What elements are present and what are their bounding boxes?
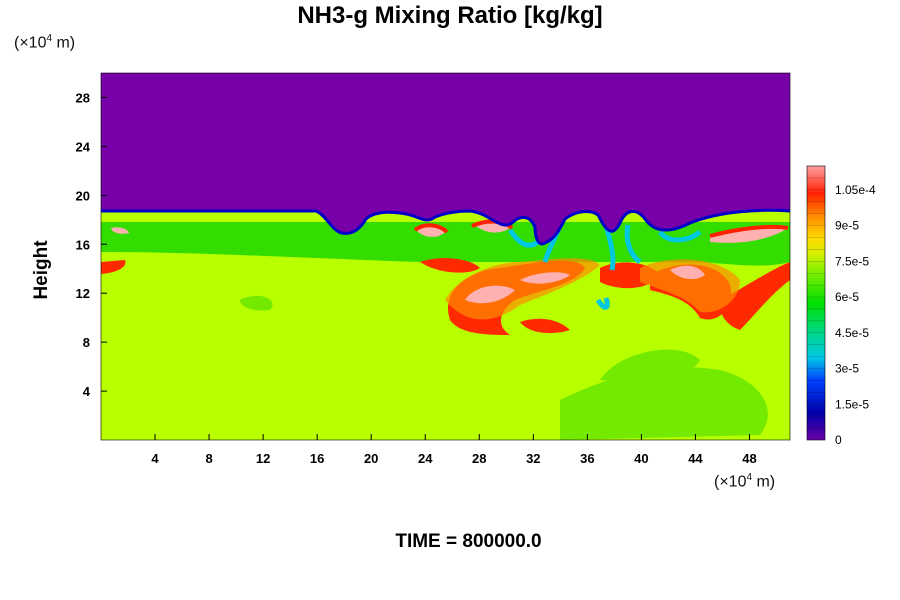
- heatmap-field: [101, 73, 790, 440]
- colorbar-level-lines: [807, 177, 825, 429]
- x-tick-label: 32: [526, 451, 540, 466]
- colorbar-tick-label: 1.5e-5: [835, 397, 869, 411]
- cyan-filaments: [507, 221, 702, 310]
- colorbar: 0 1.5e-5 3e-5 4.5e-5 6e-5 7.5e-5 9e-5 1.05e-4: [806, 165, 876, 447]
- y-tick-label: 16: [76, 237, 90, 252]
- x-tick-label: 40: [634, 451, 648, 466]
- plot-frame: [100, 72, 791, 441]
- x-tick-label: 16: [310, 451, 324, 466]
- colorbar-tick-label: 1.05e-4: [835, 183, 876, 197]
- x-tick-label: 12: [256, 451, 270, 466]
- chart-title: NH3-g Mixing Ratio [kg/kg]: [297, 2, 603, 29]
- colorbar-tick-label: 3e-5: [835, 362, 859, 376]
- x-axis-ticks: 4 8 12 16 20 24 28 32 36 40 44 48: [151, 434, 757, 466]
- colorbar-tick-label: 9e-5: [835, 219, 859, 233]
- green-band: [101, 222, 790, 266]
- time-footer: TIME = 800000.0: [395, 531, 542, 552]
- y-tick-label: 12: [76, 286, 90, 301]
- x-tick-label: 8: [205, 451, 212, 466]
- y-axis-unit-label: (×104 m): [14, 33, 76, 52]
- x-axis-unit-label: (×104 m): [714, 472, 776, 491]
- y-tick-label: 8: [83, 335, 90, 350]
- x-tick-label: 20: [364, 451, 378, 466]
- y-axis-ticks: 4 8 12 16 20 24 28: [76, 90, 107, 399]
- x-tick-label: 4: [151, 451, 159, 466]
- x-tick-label: 28: [472, 451, 486, 466]
- x-tick-label: 24: [418, 451, 433, 466]
- y-tick-label: 24: [76, 139, 91, 154]
- colorbar-tick-label: 6e-5: [835, 290, 859, 304]
- colorbar-gradient: [806, 165, 826, 441]
- y-tick-label: 4: [83, 384, 91, 399]
- orange-halo: [445, 258, 740, 320]
- red-plumes: [101, 258, 790, 335]
- green-patches: [240, 295, 768, 440]
- colorbar-tick-label: 7.5e-5: [835, 254, 869, 268]
- y-tick-label: 28: [76, 90, 90, 105]
- colorbar-ticks: 0 1.5e-5 3e-5 4.5e-5 6e-5 7.5e-5 9e-5 1.05e-4: [835, 183, 876, 447]
- upper-region: [101, 73, 790, 243]
- y-tick-label: 20: [76, 188, 90, 203]
- x-tick-label: 48: [742, 451, 756, 466]
- colorbar-tick-label: 4.5e-5: [835, 326, 869, 340]
- interface-edge: [101, 208, 790, 246]
- colorbar-tick-label: 0: [835, 433, 842, 447]
- x-tick-label: 44: [688, 451, 703, 466]
- x-tick-label: 36: [580, 451, 594, 466]
